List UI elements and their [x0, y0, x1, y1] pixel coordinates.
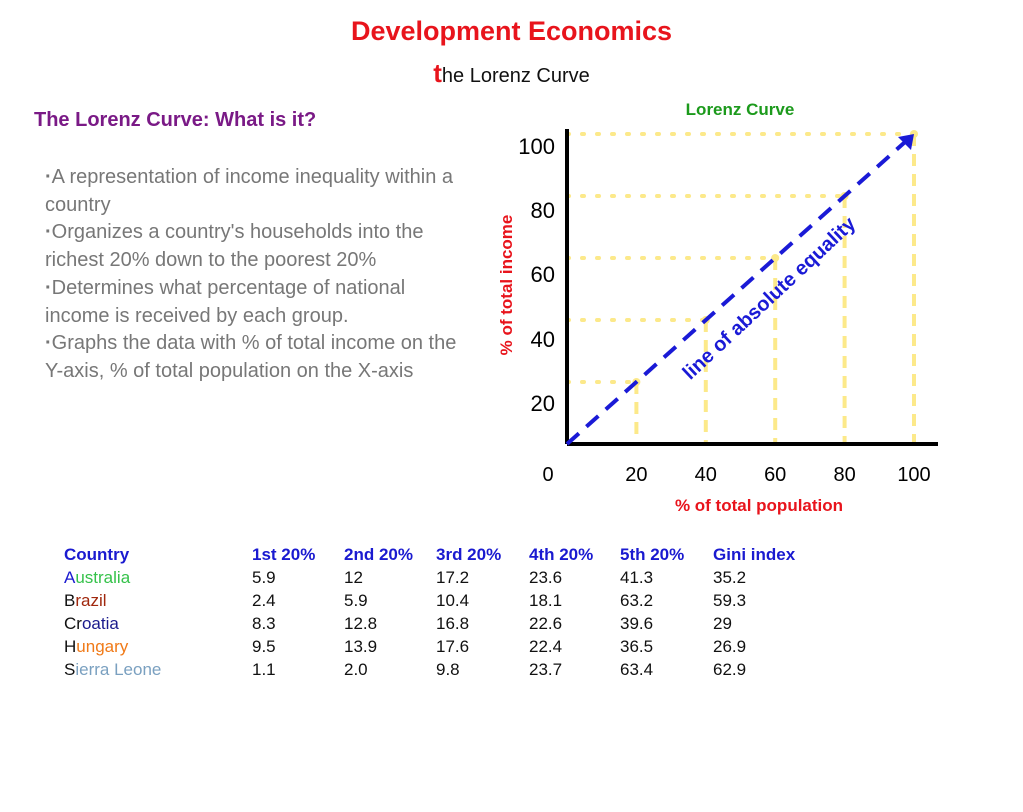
- x-tick-label: 0: [542, 464, 553, 486]
- page-title: Development Economics: [350, 16, 673, 46]
- country-cell: Croatia: [64, 612, 252, 635]
- value-cell: 39.6: [620, 613, 654, 633]
- column-header: 2nd 20%: [344, 544, 413, 564]
- income-distribution-table: Country 1st 20% 2nd 20% 3rd 20% 4th 20% …: [64, 543, 823, 681]
- x-tick-label: 100: [897, 464, 930, 486]
- value-cell: 1.1: [252, 659, 276, 679]
- y-tick-label: 40: [531, 327, 555, 352]
- bullet-item: Determines what percentage of national i…: [45, 275, 460, 330]
- value-cell: 5.9: [344, 590, 368, 610]
- country-cell: Hungary: [64, 635, 252, 658]
- column-header: Country: [64, 544, 130, 564]
- value-cell: 17.6: [436, 636, 470, 656]
- country-name-rest: oatia: [81, 613, 119, 633]
- y-axis-label: % of total income: [497, 215, 516, 356]
- value-cell: 41.3: [620, 567, 654, 587]
- value-cell: 36.5: [620, 636, 654, 656]
- bullet-item: Organizes a country's households into th…: [45, 219, 460, 274]
- country-cell: Brazil: [64, 589, 252, 612]
- table-row: Australia 5.9 12 17.2 23.6 41.3 35.2: [64, 566, 823, 589]
- x-tick-label: 60: [764, 464, 786, 486]
- value-cell: 2.4: [252, 590, 276, 610]
- table-row: Croatia 8.3 12.8 16.8 22.6 39.6 29: [64, 612, 823, 635]
- y-tick-label: 100: [518, 134, 555, 159]
- country-cell: Sierra Leone: [64, 658, 252, 681]
- equality-line-label: line of absolute equality: [679, 212, 861, 384]
- table-row: Brazil 2.4 5.9 10.4 18.1 63.2 59.3: [64, 589, 823, 612]
- page-subtitle: the Lorenz Curve: [0, 58, 1023, 89]
- value-cell: 62.9: [713, 659, 747, 679]
- value-cell: 9.8: [436, 659, 460, 679]
- column-header: 1st 20%: [252, 544, 316, 564]
- value-cell: 22.6: [529, 613, 563, 633]
- subtitle-text: he Lorenz Curve: [441, 65, 590, 87]
- bullet-list: A representation of income inequality wi…: [45, 164, 460, 386]
- value-cell: 26.9: [713, 636, 747, 656]
- value-cell: 13.9: [344, 636, 378, 656]
- value-cell: 2.0: [344, 659, 368, 679]
- country-cell: Australia: [64, 566, 252, 589]
- value-cell: 16.8: [436, 613, 470, 633]
- value-cell: 17.2: [436, 567, 470, 587]
- value-cell: 12: [344, 567, 363, 587]
- grid-point: [771, 254, 780, 262]
- country-name-rest: razil: [75, 590, 107, 610]
- chart-title: Lorenz Curve: [685, 100, 795, 119]
- table-row: Hungary 9.5 13.9 17.6 22.4 36.5 26.9: [64, 635, 823, 658]
- country-initial: S: [64, 659, 76, 679]
- column-header: 5th 20%: [620, 544, 685, 564]
- value-cell: 10.4: [436, 590, 470, 610]
- table-header-row: Country 1st 20% 2nd 20% 3rd 20% 4th 20% …: [64, 543, 823, 566]
- column-header: 3rd 20%: [436, 544, 502, 564]
- country-initial: B: [64, 590, 76, 610]
- country-name-rest: ierra Leone: [75, 659, 162, 679]
- value-cell: 18.1: [529, 590, 563, 610]
- country-name-rest: ungary: [76, 636, 129, 656]
- country-initial: Cr: [64, 613, 82, 633]
- value-cell: 35.2: [713, 567, 747, 587]
- x-tick-label: 20: [625, 464, 647, 486]
- country-name-rest: ustralia: [75, 567, 131, 587]
- value-cell: 12.8: [344, 613, 378, 633]
- equality-line-arrowhead: [898, 134, 914, 150]
- column-header: Gini index: [713, 544, 796, 564]
- x-axis-label: % of total population: [675, 496, 843, 515]
- section-heading: The Lorenz Curve: What is it?: [34, 109, 317, 131]
- value-cell: 59.3: [713, 590, 747, 610]
- value-cell: 23.6: [529, 567, 563, 587]
- value-cell: 8.3: [252, 613, 276, 633]
- chart-ticks: 0 20 40 60 80 100 20 40 60 80 100: [518, 134, 930, 486]
- x-tick-label: 40: [695, 464, 717, 486]
- value-cell: 23.7: [529, 659, 563, 679]
- y-tick-label: 80: [531, 198, 555, 223]
- value-cell: 63.2: [620, 590, 654, 610]
- value-cell: 9.5: [252, 636, 276, 656]
- column-header: 4th 20%: [529, 544, 594, 564]
- country-initial: A: [64, 567, 76, 587]
- table-row: Sierra Leone 1.1 2.0 9.8 23.7 63.4 62.9: [64, 658, 823, 681]
- value-cell: 5.9: [252, 567, 276, 587]
- subtitle-initial: t: [433, 58, 442, 88]
- x-tick-label: 80: [833, 464, 855, 486]
- value-cell: 29: [713, 613, 732, 633]
- country-initial: H: [64, 636, 77, 656]
- bullet-item: A representation of income inequality wi…: [45, 164, 460, 219]
- bullet-item: Graphs the data with % of total income o…: [45, 330, 460, 385]
- equality-line: [565, 132, 916, 446]
- value-cell: 63.4: [620, 659, 654, 679]
- chart-series: line of absolute equality: [565, 132, 916, 446]
- y-tick-label: 20: [531, 391, 555, 416]
- value-cell: 22.4: [529, 636, 563, 656]
- y-tick-label: 60: [531, 262, 555, 287]
